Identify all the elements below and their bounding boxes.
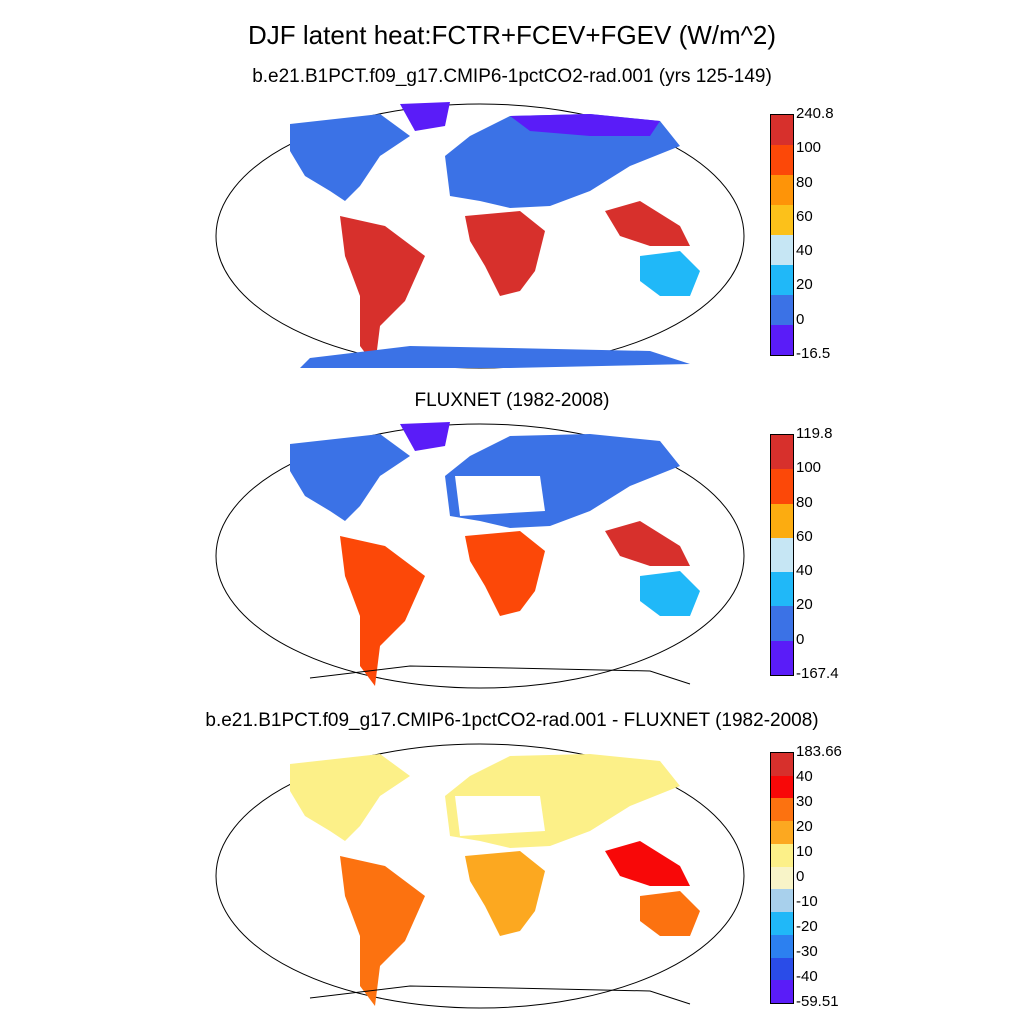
panel-3-colorbar: 183.66 40 30 20 10 0 -10 -20 -30 -40 -59.51 [770, 743, 842, 1010]
colorbar-segment [771, 821, 793, 844]
colorbar-tick-label: 0 [796, 310, 805, 328]
colorbar-segment [771, 175, 793, 205]
africa [465, 531, 545, 616]
colorbar-tick-label: -40 [796, 968, 818, 985]
colorbar-tick-label: 60 [796, 527, 813, 545]
eurasia [445, 114, 680, 208]
colorbar-segment [771, 980, 793, 1003]
colorbar-segment [771, 957, 793, 981]
antarctica [300, 346, 690, 368]
colorbar-tick-label: -59.51 [796, 993, 839, 1010]
antarctica-outline [309, 665, 691, 685]
colorbar-segment [771, 753, 793, 776]
colorbar-segment [771, 265, 793, 295]
colorbar-tick-label: 0 [796, 868, 805, 885]
sahara-missing [455, 476, 545, 516]
panel-2-map [215, 422, 745, 689]
colorbar-tick-label: 240.8 [796, 105, 834, 122]
colorbar-segment [771, 205, 793, 235]
greenland [400, 422, 450, 451]
southeast-asia [605, 841, 690, 886]
colorbar-segment [771, 435, 793, 470]
colorbar-tick-label: 100 [796, 139, 822, 157]
south-america [340, 856, 425, 1006]
colorbar-tick-label: 183.66 [796, 743, 842, 760]
colorbar-tick-label: 10 [796, 843, 813, 860]
australia [640, 571, 700, 616]
colorbar-tick-label: 40 [796, 562, 813, 580]
north-america [290, 754, 410, 841]
colorbar-segment [771, 843, 793, 867]
colorbar-tick-label: -16.5 [796, 345, 831, 362]
colorbar-segment [771, 115, 793, 145]
north-america [290, 114, 410, 201]
south-america [340, 536, 425, 686]
panel-2-subtitle: FLUXNET (1982-2008) [414, 390, 610, 411]
panel-3-subtitle: b.e21.B1PCT.f09_g17.CMIP6-1pctCO2-rad.00… [205, 710, 819, 731]
panel-2-colorbar: 119.8 100 80 60 40 20 0 -167.4 [770, 425, 839, 682]
colorbar-segment [771, 606, 793, 641]
figure-title: DJF latent heat:FCTR+FCEV+FGEV (W/m^2) [248, 20, 776, 50]
siberia [510, 114, 660, 136]
colorbar-tick-label: -167.4 [796, 665, 839, 682]
colorbar-segment [771, 866, 793, 890]
south-america [340, 216, 425, 366]
colorbar-tick-label: -20 [796, 918, 818, 935]
colorbar-tick-label: -30 [796, 943, 818, 960]
panel-1-colorbar: 240.8 100 80 60 40 20 0 -16.5 [770, 105, 834, 362]
colorbar-tick-label: 119.8 [796, 425, 833, 442]
colorbar-segment [771, 889, 793, 913]
australia [640, 251, 700, 296]
colorbar-segment [771, 640, 793, 675]
southeast-asia [605, 521, 690, 566]
greenland [400, 102, 450, 131]
panel-1-map [215, 102, 745, 369]
colorbar-tick-label: 0 [796, 630, 805, 648]
southeast-asia [605, 201, 690, 246]
colorbar-tick-label: 40 [796, 768, 813, 785]
colorbar-tick-label: 20 [796, 596, 813, 614]
colorbar-segment [771, 325, 793, 355]
colorbar-segment [771, 572, 793, 607]
panel-3-map [215, 743, 745, 1009]
colorbar-segment [771, 934, 793, 958]
sahara-missing [455, 796, 545, 836]
africa [465, 211, 545, 296]
colorbar-segment [771, 503, 793, 538]
colorbar-segment [771, 295, 793, 325]
colorbar-segment [771, 537, 793, 573]
colorbar-segment [771, 798, 793, 822]
africa [465, 851, 545, 936]
colorbar-tick-label: -10 [796, 893, 818, 910]
colorbar-tick-label: 80 [796, 173, 813, 191]
colorbar-segment [771, 912, 793, 935]
colorbar-tick-label: 30 [796, 793, 813, 810]
colorbar-tick-label: 80 [796, 493, 813, 511]
colorbar-tick-label: 40 [796, 242, 813, 260]
colorbar-segment [771, 775, 793, 799]
colorbar-tick-label: 60 [796, 207, 813, 225]
colorbar-segment [771, 235, 793, 265]
colorbar-tick-label: 20 [796, 276, 813, 294]
antarctica-outline [309, 985, 691, 1005]
colorbar-segment [771, 145, 793, 175]
australia [640, 891, 700, 936]
colorbar-tick-label: 100 [796, 459, 822, 477]
north-america [290, 434, 410, 521]
colorbar-segment [771, 469, 793, 504]
colorbar-tick-label: 20 [796, 818, 813, 835]
panel-1-subtitle: b.e21.B1PCT.f09_g17.CMIP6-1pctCO2-rad.00… [252, 66, 772, 87]
